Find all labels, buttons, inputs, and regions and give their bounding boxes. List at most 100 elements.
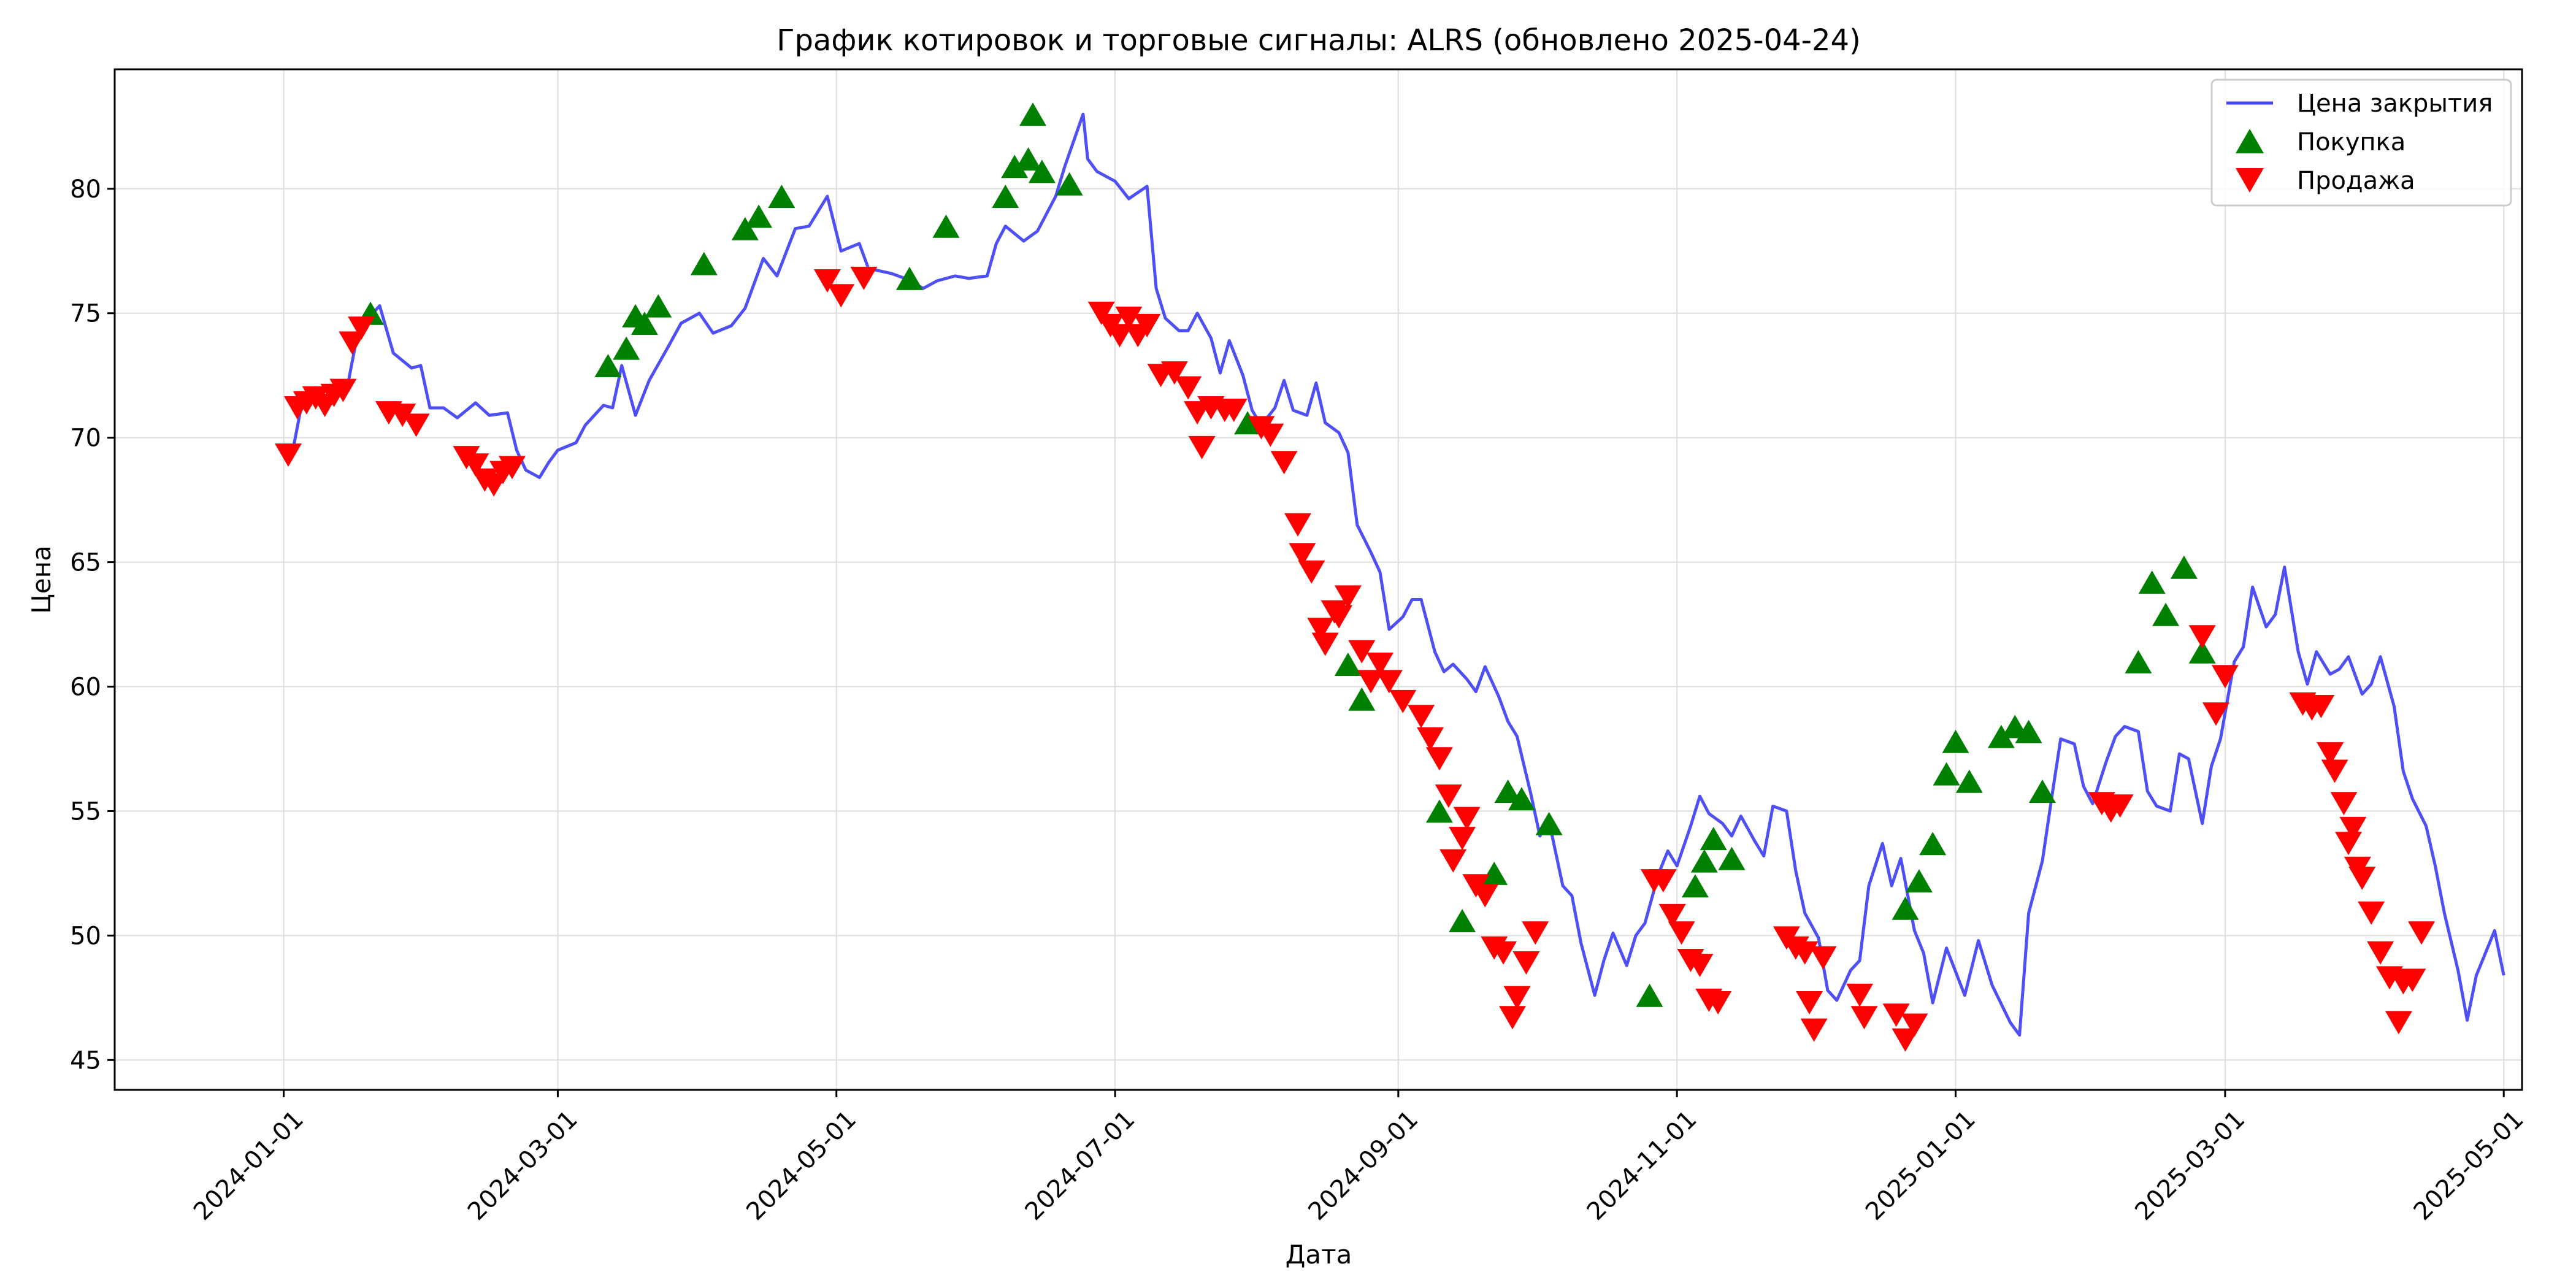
sell-signal-marker (1668, 921, 1695, 945)
sell-signal-marker (2358, 901, 2385, 925)
buy-signal-marker (2015, 719, 2042, 743)
price-line-layer (291, 112, 2505, 1037)
sell-signal-marker (339, 331, 366, 355)
y-tick-label: 75 (70, 300, 101, 328)
buy-signal-marker (1987, 724, 2015, 748)
buy-signal-marker (594, 354, 622, 377)
buy-signal-marker (1056, 172, 1083, 196)
sell-signal-marker (2307, 695, 2335, 718)
sell-signal-marker (1649, 869, 1677, 893)
y-tick-label: 65 (70, 549, 101, 577)
sell-signal-marker (1270, 451, 1298, 475)
sell-signal-marker (1188, 435, 1216, 459)
buy-signal-marker (1348, 687, 1376, 711)
sell-signal-marker (1503, 986, 1531, 1010)
buy-signal-marker (2152, 602, 2180, 626)
signal-markers-layer (275, 102, 2436, 1052)
plot-frame (113, 68, 2523, 1091)
sell-signal-marker (1796, 991, 1823, 1014)
sell-signal-marker (275, 443, 302, 467)
sell-signal-marker (1490, 941, 1517, 965)
buy-signal-marker (745, 204, 773, 228)
sell-signal-marker (1408, 705, 1435, 729)
chart-title: График котировок и торговые сигналы: ALR… (776, 23, 1861, 58)
sell-signal-marker (1367, 653, 1393, 676)
y-tick-label: 70 (70, 424, 101, 453)
buy-signal-marker (1700, 827, 1727, 851)
sell-signal-marker (1106, 324, 1133, 348)
sell-signal-marker (2367, 941, 2394, 965)
sell-signal-marker (1389, 689, 1417, 713)
buy-signal-marker (1001, 155, 1029, 178)
sell-signal-marker (1850, 1006, 1878, 1030)
sell-signal-marker (2202, 702, 2229, 726)
sell-signal-marker (1435, 784, 1462, 808)
sell-signal-marker (1892, 1028, 1919, 1052)
sell-signal-marker (2399, 968, 2426, 992)
sell-signal-marker (1471, 884, 1499, 908)
legend: Цена закрытия Покупка Продажа (2210, 79, 2512, 207)
sell-signal-marker (1325, 605, 1352, 629)
sell-signal-marker (1357, 670, 1385, 694)
buy-signal-marker (1933, 762, 1960, 786)
legend-label-buy: Покупка (2297, 128, 2405, 156)
sell-signal-marker (2211, 665, 2239, 689)
buy-signal-marker (1494, 780, 1522, 803)
sell-signal-marker (1133, 314, 1161, 337)
sell-signal-marker (1846, 983, 1874, 1007)
y-tick-label: 45 (70, 1046, 101, 1075)
sell-signal-marker (1348, 640, 1376, 664)
y-tick-label: 50 (70, 922, 101, 950)
buy-signal-marker (731, 217, 759, 240)
buy-signal-marker (1892, 896, 1919, 920)
x-axis-label: Дата (1286, 1240, 1352, 1270)
sell-signal-marker (1289, 543, 1316, 567)
buy-signal-marker (613, 336, 640, 360)
sell-signal-marker (1417, 727, 1444, 751)
legend-label-close: Цена закрытия (2297, 90, 2493, 118)
legend-label-sell: Продажа (2297, 167, 2415, 195)
sell-signal-marker (1334, 585, 1362, 609)
sell-signal-marker (1375, 670, 1403, 694)
sell-signal-marker (1800, 1018, 1828, 1042)
sell-signal-marker (813, 269, 841, 293)
sell-signal-marker (2385, 1011, 2412, 1035)
buy-signal-marker (645, 294, 672, 318)
legend-box (2210, 79, 2512, 207)
buy-signal-marker (992, 185, 1019, 208)
buy-signal-marker (1535, 811, 1563, 835)
buy-signal-marker (1425, 799, 1453, 823)
sell-signal-marker (2335, 832, 2362, 856)
buy-signal-marker (1942, 729, 1969, 753)
sell-signal-marker (1439, 849, 1467, 873)
sell-signal-marker (1882, 1003, 1910, 1027)
sell-signal-marker (1658, 903, 1686, 927)
sell-signal-marker (1809, 946, 1837, 970)
buy-signal-marker (1449, 909, 1476, 932)
buy-signal-marker (1905, 869, 1933, 893)
buy-signal-marker (932, 214, 960, 238)
sell-signal-marker (850, 266, 878, 290)
buy-signal-marker (2138, 570, 2166, 594)
sell-signal-marker (827, 284, 855, 308)
sell-signal-marker (2330, 792, 2358, 816)
sell-signal-marker (1298, 560, 1325, 584)
sell-signal-marker (1499, 1006, 1526, 1030)
buy-signal-marker (2188, 640, 2216, 664)
sell-signal-marker (2317, 742, 2344, 766)
sell-signal-marker (2321, 759, 2348, 783)
sell-signal-marker (2106, 794, 2134, 818)
sell-signal-marker (1115, 306, 1143, 330)
sell-signal-marker (2408, 921, 2436, 945)
sell-signal-marker (1425, 747, 1453, 771)
buy-signal-marker (1234, 411, 1262, 435)
sell-signal-marker (1284, 513, 1311, 537)
sell-signal-marker (2188, 625, 2216, 649)
sell-signal-marker (1704, 991, 1732, 1014)
buy-signal-marker (1955, 769, 1983, 793)
buy-signal-marker (1019, 102, 1046, 126)
sell-signal-marker (499, 456, 526, 480)
sell-signal-marker (1220, 399, 1248, 422)
buy-signal-marker (1481, 861, 1508, 885)
